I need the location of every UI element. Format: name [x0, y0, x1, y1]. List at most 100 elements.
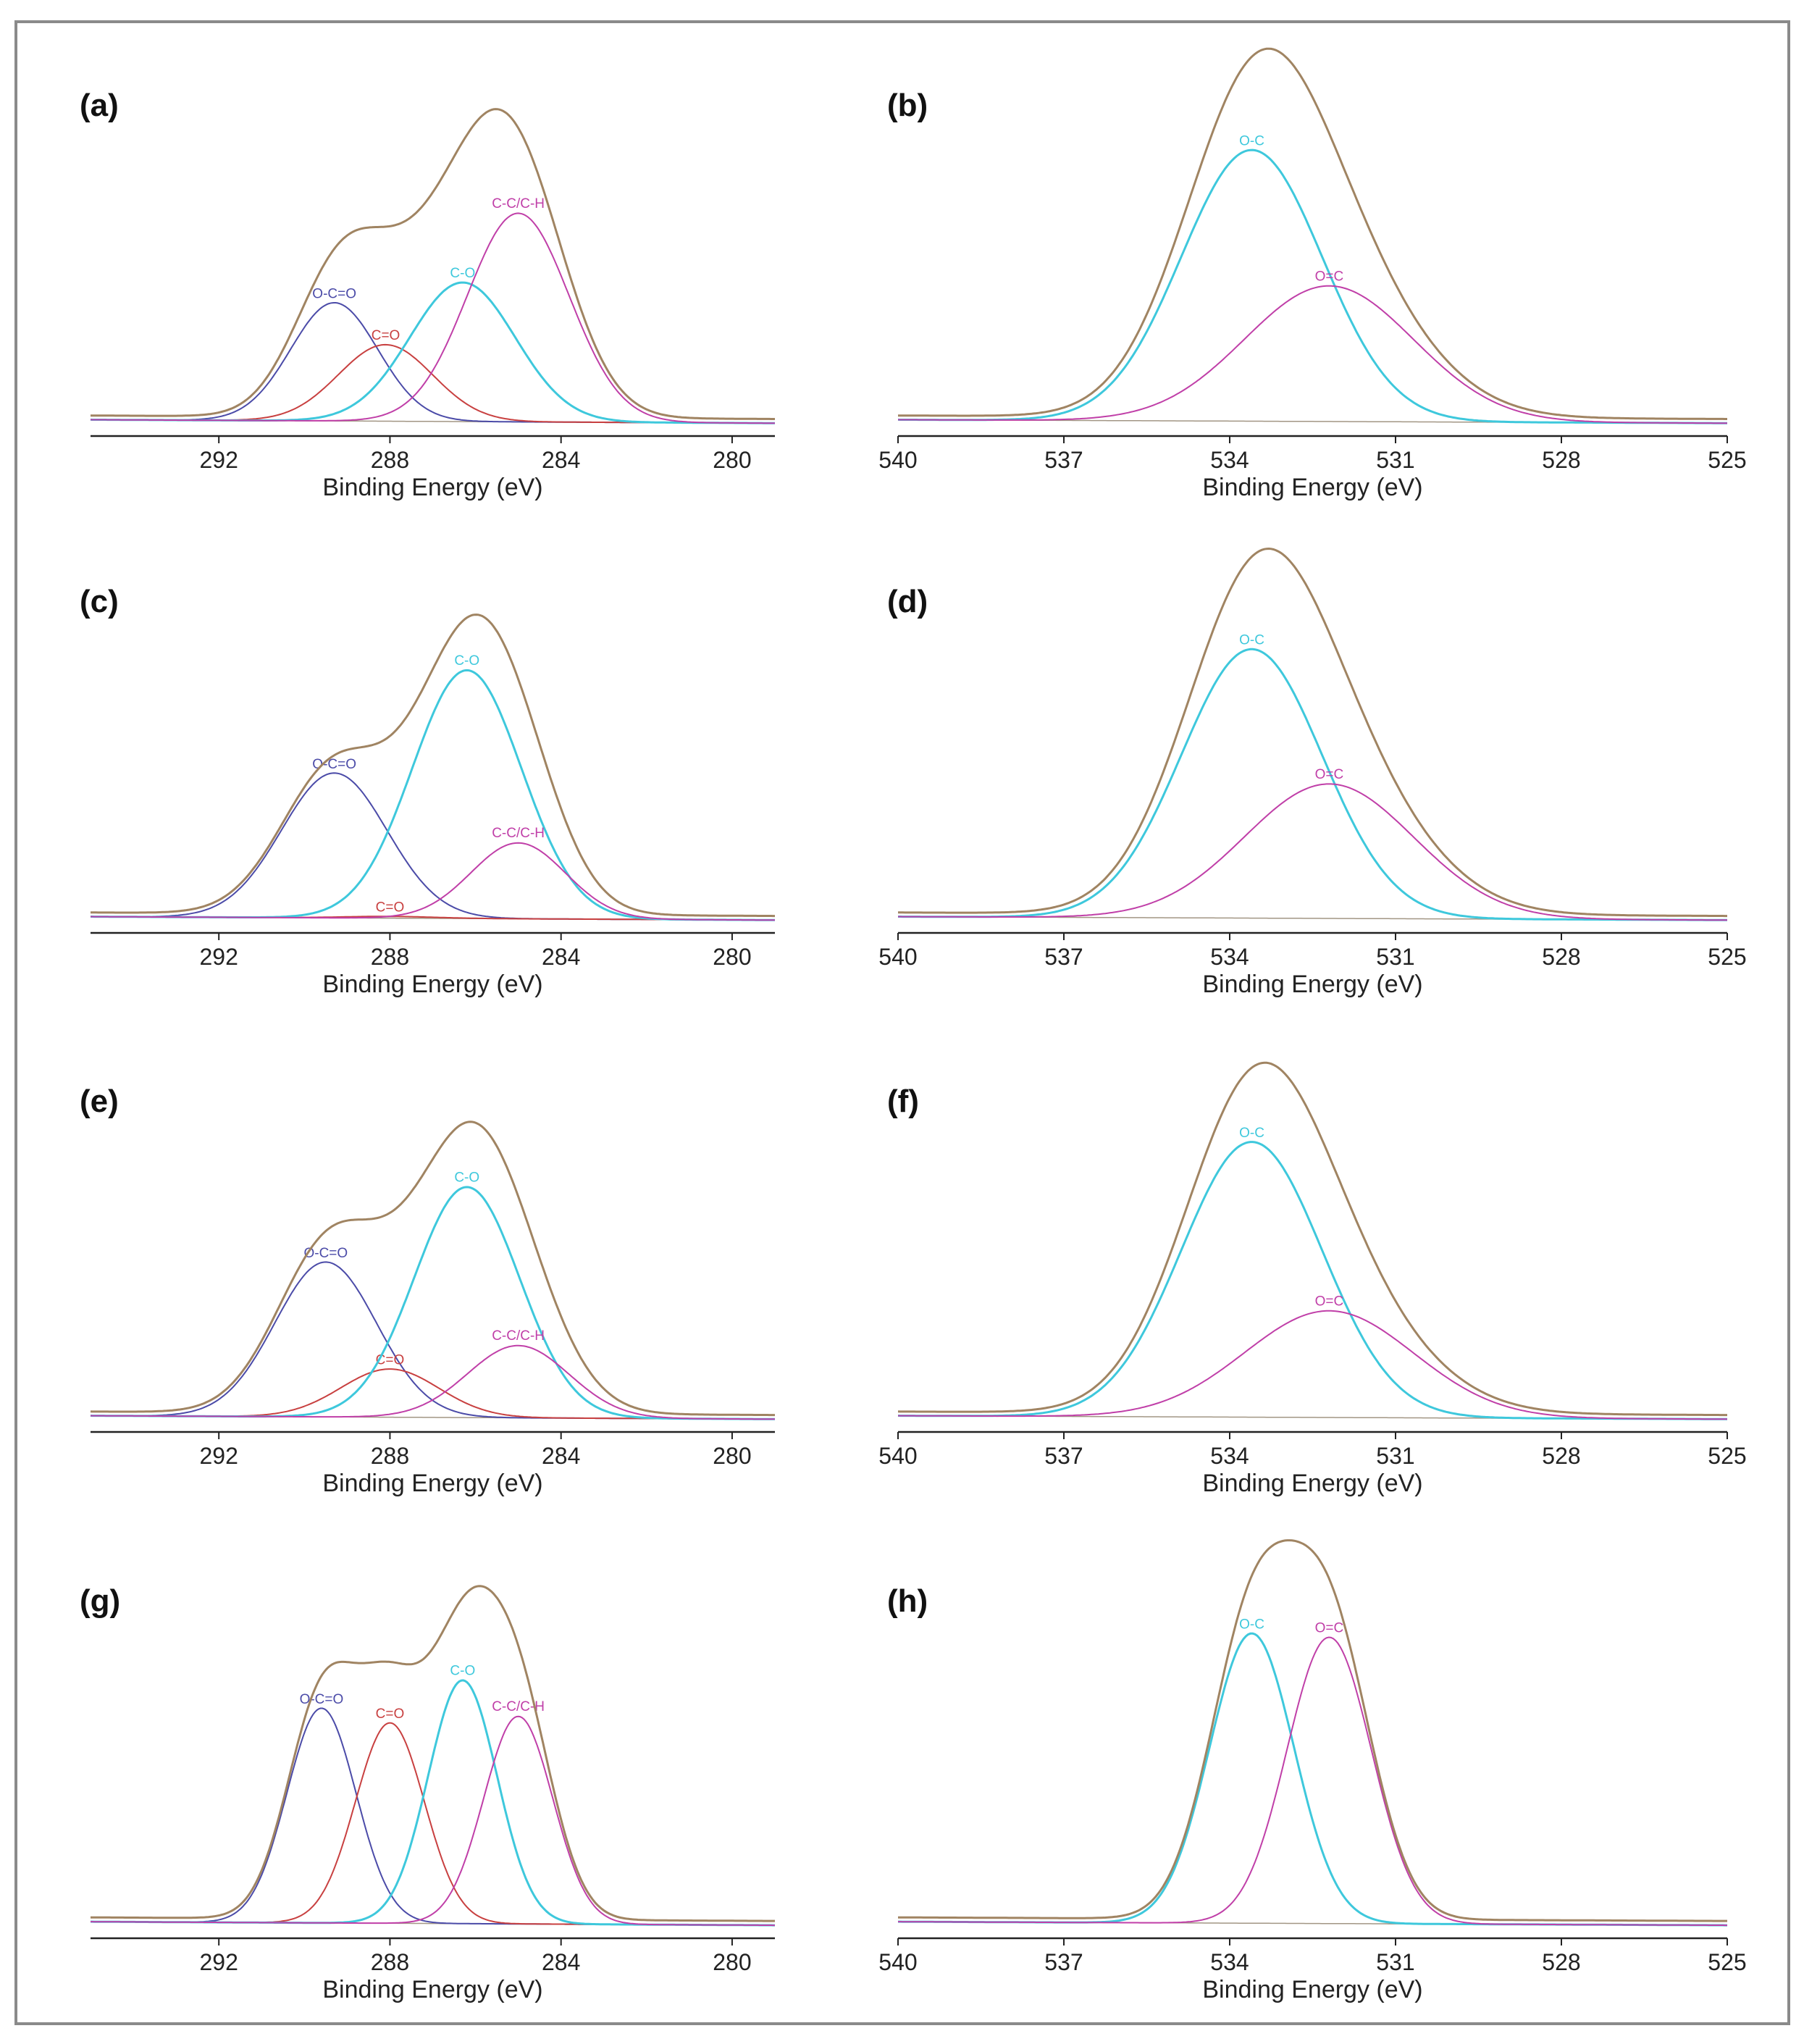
x-tick-label: 284 [542, 1949, 580, 1975]
peak-curve-ccch [90, 1344, 775, 1420]
peak-label: C-O [454, 653, 479, 669]
x-tick-label: 531 [1376, 944, 1414, 970]
panel-e: (e) 292 288 284 280 Binding Energy (eV) O-C=O C… [80, 1084, 775, 1497]
x-tick-label: 288 [371, 447, 409, 473]
peak-curve-co [91, 1679, 775, 1927]
peak-curve-oc [898, 648, 1727, 921]
peak-curve-oco [91, 772, 775, 921]
peak-label: C=O [372, 328, 400, 343]
x-tick-label: 534 [1210, 944, 1249, 970]
peak-label: C-O [450, 266, 475, 281]
x-tick-label: 528 [1542, 1443, 1580, 1469]
x-tick-label: 284 [542, 1443, 580, 1469]
x-tick-label: 280 [713, 447, 751, 473]
peak-curve-ccch [91, 842, 775, 921]
figure-frame [14, 20, 1790, 2025]
peak-curve-oc [897, 148, 1727, 424]
x-tick-label: 534 [1210, 1949, 1249, 1975]
x-tick-label: 534 [1210, 447, 1249, 473]
x-tick-label: 525 [1708, 1443, 1746, 1469]
peak-curve-co [91, 669, 775, 921]
x-tick-label: 528 [1542, 944, 1580, 970]
x-tick-label: 540 [878, 447, 917, 473]
envelope-curve [897, 1061, 1727, 1417]
panel-g: (g) 292 288 284 280 Binding Energy (eV) O-C=O C… [80, 1583, 775, 2003]
envelope-curve [898, 1539, 1727, 1922]
peak-label: C-C/C-H [492, 1328, 545, 1344]
x-tick-label: 537 [1044, 447, 1083, 473]
panel-label-b: (b) [887, 88, 928, 123]
envelope-curve [91, 108, 775, 420]
panel-label-g: (g) [80, 1583, 120, 1619]
x-tick-label: 531 [1376, 447, 1414, 473]
x-tick-label: 280 [713, 1949, 751, 1975]
x-axis-title: Binding Energy (eV) [1202, 1470, 1422, 1497]
peak-label: O=C [1315, 1620, 1344, 1635]
x-tick-label: 540 [878, 1949, 917, 1975]
panel-label-e: (e) [80, 1084, 119, 1119]
x-tick-label: 525 [1708, 447, 1746, 473]
peak-label: C-C/C-H [492, 196, 545, 211]
panel-f: (f) 540 537 534 531 528 525 Binding Energy (eV)… [878, 1061, 1747, 1497]
peak-curve-oco [91, 1707, 775, 1927]
peak-label: O-C=O [312, 757, 356, 772]
x-tick-label: 528 [1542, 1949, 1580, 1975]
panel-label-a: (a) [80, 88, 119, 123]
peak-label: C-O [454, 1170, 479, 1186]
peak-curve-oc [897, 1141, 1727, 1420]
x-tick-label: 292 [199, 1949, 238, 1975]
peak-label: C-C/C-H [492, 1699, 545, 1714]
x-axis-title: Binding Energy (eV) [1202, 1976, 1422, 2003]
peak-label: C=O [376, 1352, 405, 1367]
peak-label: O-C=O [300, 1692, 344, 1707]
envelope-curve [91, 613, 775, 918]
panel-d: (d) 540 537 534 531 528 525 Binding Energy (eV)… [878, 547, 1747, 998]
x-tick-label: 540 [878, 1443, 917, 1469]
peak-label: O-C=O [312, 287, 356, 302]
peak-label: O=C [1315, 269, 1344, 285]
panel-b: (b) 540 537 534 531 528 525 Binding Energy (eV)… [878, 47, 1747, 501]
peak-curve-oc [898, 783, 1727, 921]
peak-curve-oc [897, 1310, 1727, 1420]
envelope-curve [91, 1585, 775, 1922]
x-axis-title: Binding Energy (eV) [322, 474, 542, 501]
peak-label: O=C [1315, 767, 1344, 782]
x-tick-label: 525 [1708, 944, 1746, 970]
peak-curve-oco [90, 302, 775, 424]
x-tick-label: 531 [1376, 1443, 1414, 1469]
panel-a: (a) 292 288 284 280 Binding Energy (eV) O-C=O C… [80, 88, 775, 501]
peak-label: C=O [376, 900, 405, 915]
peak-label: O-C [1239, 133, 1264, 148]
x-tick-label: 280 [713, 1443, 751, 1469]
peak-label: O-C=O [303, 1246, 348, 1261]
x-tick-label: 288 [371, 944, 409, 970]
peak-curve-oc [898, 1636, 1727, 1927]
panel-h: (h) 540 537 534 531 528 525 Binding Energy (eV)… [878, 1539, 1747, 2003]
peak-curve-oc [898, 1632, 1727, 1927]
peak-curve-oco [90, 1261, 775, 1420]
x-axis-title: Binding Energy (eV) [322, 1470, 542, 1497]
peak-curve-ccch [91, 1715, 775, 1927]
x-tick-label: 528 [1542, 447, 1580, 473]
envelope-curve [898, 547, 1727, 918]
x-tick-label: 292 [199, 1443, 238, 1469]
x-tick-label: 531 [1376, 1949, 1414, 1975]
peak-curve-co [90, 281, 775, 424]
x-tick-label: 292 [199, 944, 238, 970]
peak-curve-oc [897, 285, 1727, 424]
x-axis-title: Binding Energy (eV) [1202, 474, 1422, 501]
x-tick-label: 525 [1708, 1949, 1746, 1975]
panel-label-d: (d) [887, 584, 928, 619]
envelope-curve [898, 47, 1727, 420]
peak-curve-ccch [90, 212, 775, 424]
x-tick-label: 537 [1044, 1949, 1083, 1975]
peak-label: C=O [376, 1706, 405, 1722]
peak-label: O-C [1239, 633, 1264, 648]
peak-label: O-C [1239, 1126, 1264, 1141]
panel-label-c: (c) [80, 584, 119, 619]
peak-label: C-O [450, 1664, 475, 1679]
panel-label-f: (f) [887, 1084, 919, 1119]
panel-label-h: (h) [887, 1583, 928, 1619]
x-axis-title: Binding Energy (eV) [322, 971, 542, 998]
